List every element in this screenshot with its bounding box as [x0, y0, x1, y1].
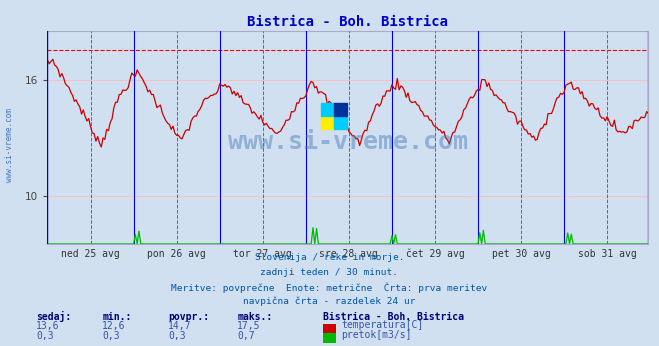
Text: 0,3: 0,3	[168, 331, 186, 341]
Text: 0,3: 0,3	[36, 331, 54, 341]
Text: pretok[m3/s]: pretok[m3/s]	[341, 330, 412, 340]
Text: www.si-vreme.com: www.si-vreme.com	[228, 130, 468, 154]
Text: sedaj:: sedaj:	[36, 311, 71, 322]
Text: min.:: min.:	[102, 312, 132, 322]
Text: 17,5: 17,5	[237, 321, 261, 331]
Text: 12,6: 12,6	[102, 321, 126, 331]
Bar	[334, 116, 347, 129]
Text: www.si-vreme.com: www.si-vreme.com	[5, 108, 14, 182]
Text: temperatura[C]: temperatura[C]	[341, 320, 424, 330]
Text: 13,6: 13,6	[36, 321, 60, 331]
Bar	[321, 116, 334, 129]
Text: navpična črta - razdelek 24 ur: navpična črta - razdelek 24 ur	[243, 297, 416, 306]
Text: povpr.:: povpr.:	[168, 312, 209, 322]
Text: Bistrica - Boh. Bistrica: Bistrica - Boh. Bistrica	[323, 312, 464, 322]
Text: maks.:: maks.:	[237, 312, 272, 322]
Text: 0,7: 0,7	[237, 331, 255, 341]
Title: Bistrica - Boh. Bistrica: Bistrica - Boh. Bistrica	[247, 15, 449, 29]
Text: 0,3: 0,3	[102, 331, 120, 341]
Text: Meritve: povprečne  Enote: metrične  Črta: prva meritev: Meritve: povprečne Enote: metrične Črta:…	[171, 282, 488, 293]
Text: 14,7: 14,7	[168, 321, 192, 331]
Bar	[321, 103, 334, 116]
Bar	[334, 103, 347, 116]
Text: Slovenija / reke in morje.: Slovenija / reke in morje.	[255, 253, 404, 262]
Text: zadnji teden / 30 minut.: zadnji teden / 30 minut.	[260, 268, 399, 277]
